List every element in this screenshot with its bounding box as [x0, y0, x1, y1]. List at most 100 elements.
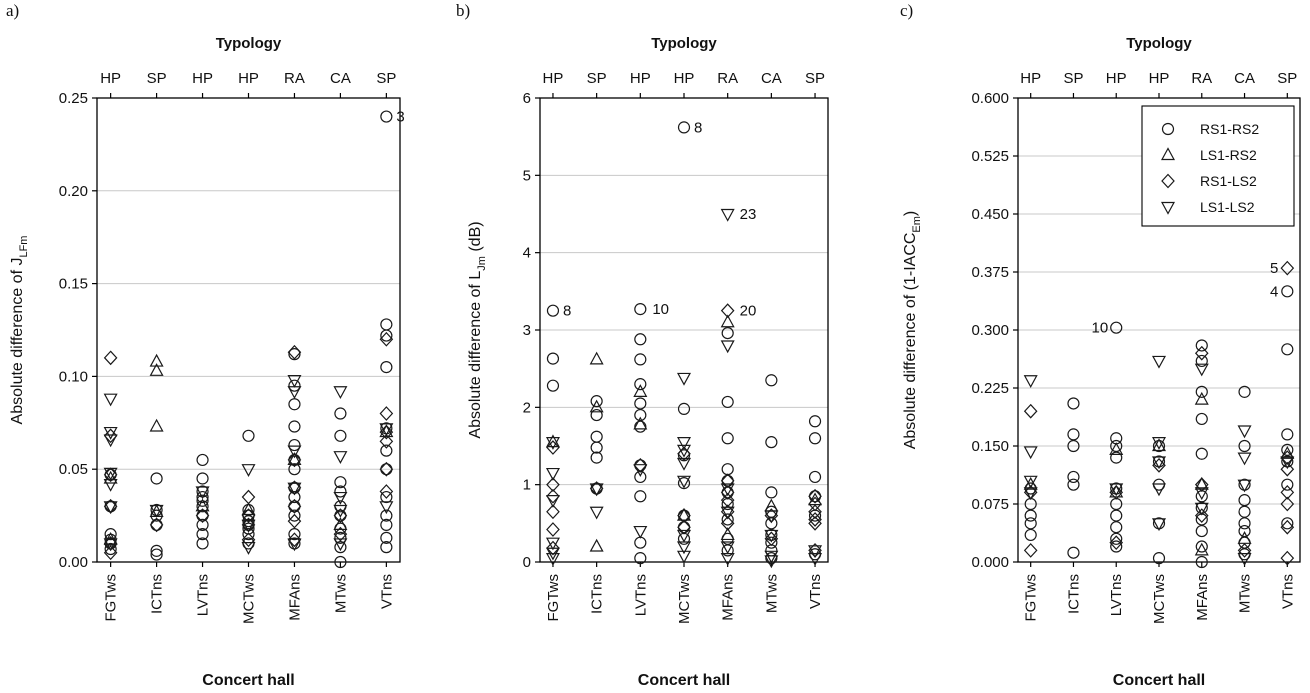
data-point-circle	[808, 415, 822, 428]
y-axis-title: Absolute difference of (1-IACCEm)	[902, 211, 923, 450]
data-point-circle	[196, 528, 209, 541]
legend-marker-triangle-up	[1160, 147, 1176, 161]
typology-tick-label: CA	[761, 70, 782, 87]
data-point-triangle-down	[764, 555, 779, 569]
data-point-triangle-up	[1194, 542, 1209, 556]
hall-tick-label: MTws	[332, 574, 349, 613]
data-point-triangle-down	[241, 542, 256, 555]
point-annotation: 3	[396, 109, 404, 126]
typology-tick-label: HP	[100, 70, 121, 87]
data-point-triangle-down	[676, 457, 692, 471]
data-point-diamond	[379, 484, 394, 499]
data-point-triangle-down	[545, 553, 560, 566]
data-point-diamond	[149, 517, 164, 533]
data-point-triangle-down	[676, 475, 692, 489]
data-point-triangle-down	[241, 519, 256, 533]
y-tick-label: 0.375	[971, 264, 1009, 281]
data-point-circle	[765, 486, 778, 499]
data-point-triangle-down	[676, 372, 692, 386]
data-point-circle	[765, 374, 778, 387]
data-point-triangle-down	[103, 393, 118, 407]
data-point-circle	[1238, 505, 1251, 518]
point-annotation: 10	[652, 301, 669, 318]
hall-tick-label: FGTws	[103, 574, 120, 622]
hall-tick-label: MFAns	[1194, 574, 1211, 621]
data-point-circle	[634, 333, 647, 346]
data-point-triangle-down	[195, 486, 210, 500]
data-point-triangle-up	[1023, 476, 1038, 490]
data-point-circle	[634, 490, 647, 503]
data-point-triangle-down	[589, 506, 604, 520]
data-point-circle	[634, 378, 647, 391]
data-point-triangle-up	[333, 517, 348, 530]
data-point-circle	[590, 408, 603, 422]
data-point-circle	[721, 513, 734, 526]
data-point-triangle-down	[545, 467, 560, 481]
data-point-diamond	[720, 473, 735, 489]
data-point-circle	[1238, 524, 1251, 538]
y-tick-label: 0.300	[971, 322, 1009, 339]
data-point-circle	[242, 429, 255, 442]
y-tick-label: 0.225	[971, 380, 1009, 397]
data-point-triangle-down	[1237, 479, 1252, 493]
y-tick-label: 0.150	[971, 438, 1009, 455]
data-point-diamond	[808, 496, 822, 512]
data-point-circle	[1281, 517, 1294, 530]
point-annotation: 8	[694, 119, 702, 136]
typology-tick-label: SP	[805, 70, 825, 87]
typology-tick-label: RA	[1191, 70, 1212, 87]
typology-tick-label: SP	[376, 70, 396, 87]
hall-tick-label: FGTws	[545, 574, 562, 622]
data-point-triangle-down	[676, 444, 692, 458]
hall-tick-label: MFAns	[720, 574, 737, 621]
panel-b: b)0123456TypologyHPFGTwsSPICTnsHPLVTnsHP…	[456, 1, 829, 689]
typology-title: Typology	[651, 35, 717, 52]
data-point-circle	[1024, 528, 1037, 542]
data-point-triangle-down	[633, 525, 648, 539]
legend-label: RS1-LS2	[1200, 173, 1257, 189]
data-point-diamond	[546, 488, 560, 504]
data-point-diamond	[546, 440, 560, 455]
data-point-diamond	[720, 303, 735, 319]
data-point-circle	[634, 303, 647, 316]
data-point-circle	[196, 453, 209, 467]
data-point-triangle-down	[1194, 363, 1209, 377]
legend-label: LS1-RS2	[1200, 147, 1257, 163]
data-point-circle	[1281, 428, 1294, 441]
data-point-diamond	[1023, 403, 1038, 419]
data-point-circle	[1195, 540, 1208, 553]
data-point-triangle-down	[1237, 553, 1252, 566]
data-point-circle	[1195, 339, 1208, 352]
panel-c: c) 0.000 0.075 0.150 0.225 0.300 0.375 0.450 0.5…	[900, 1, 1301, 689]
data-point-circle	[677, 402, 691, 415]
data-point-triangle-up	[149, 363, 164, 376]
typology-title: Typology	[1126, 35, 1192, 52]
data-point-triangle-down	[764, 529, 779, 543]
data-point-circle	[380, 318, 393, 331]
data-point-triangle-down	[589, 483, 604, 497]
hall-tick-label: VTns	[378, 574, 395, 609]
y-tick-label: 0.000	[971, 554, 1009, 571]
data-point-triangle-up	[1280, 445, 1295, 459]
data-point-diamond	[1280, 260, 1295, 276]
legend-label: RS1-RS2	[1200, 121, 1259, 137]
data-point-circle	[677, 121, 691, 134]
data-point-diamond	[677, 446, 691, 462]
data-point-diamond	[1023, 543, 1038, 558]
data-point-circle	[1195, 412, 1208, 426]
data-point-circle	[677, 477, 691, 490]
y-tick-label: 6	[523, 90, 531, 107]
data-point-circle	[196, 537, 209, 550]
data-point-triangle-down	[1023, 375, 1038, 389]
data-point-triangle-up	[1109, 442, 1124, 455]
data-point-circle	[677, 521, 691, 534]
data-point-diamond	[379, 331, 394, 347]
data-point-triangle-up	[589, 538, 604, 552]
data-point-diamond	[333, 508, 348, 523]
data-point-diamond	[379, 433, 394, 449]
typology-tick-label: HP	[543, 70, 564, 87]
typology-title: Typology	[216, 35, 282, 52]
data-point-circle	[288, 398, 301, 411]
data-point-circle	[1238, 517, 1251, 530]
data-point-triangle-down	[379, 423, 394, 437]
